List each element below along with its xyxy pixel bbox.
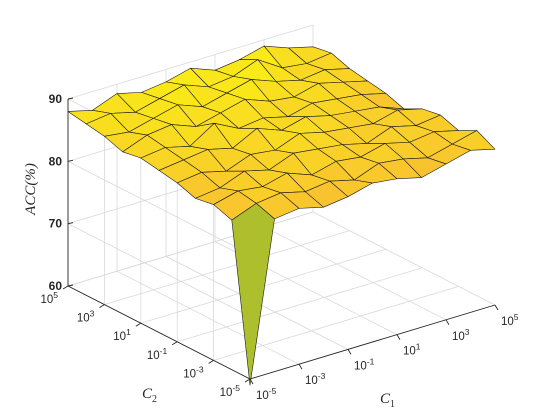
z-tick-label: 60: [49, 279, 63, 293]
floor-grid-line-x: [312, 211, 496, 306]
z-tick-mark: [67, 97, 74, 100]
y-tick-label: 103: [77, 309, 95, 325]
y-tick-mark: [99, 304, 105, 308]
x-axis-label: C1: [380, 391, 395, 410]
y-tick-label: 10-1: [147, 346, 168, 362]
x-tick-label: 10-3: [305, 371, 326, 387]
x-tick-label: 105: [501, 312, 519, 328]
x-tick-mark: [298, 363, 303, 370]
x-tick-label: 101: [403, 342, 421, 358]
z-axis-label: ACC(%): [23, 163, 39, 216]
x-tick-label: 103: [452, 327, 470, 343]
y-tick-label: 105: [40, 290, 58, 306]
y-axis-line: [67, 285, 251, 380]
x-tick-mark: [347, 349, 352, 355]
axis-layer: [62, 97, 499, 385]
y-tick-mark: [208, 360, 214, 364]
x-axis-line: [249, 304, 496, 380]
x-tick-mark: [396, 334, 401, 340]
y-tick-mark: [135, 322, 142, 327]
surface-patch: [231, 203, 275, 386]
surface-layer: [67, 45, 496, 386]
y-tick-mark: [171, 341, 178, 346]
y-tick-label: 101: [113, 327, 131, 343]
x-tick-label: 10-5: [256, 386, 277, 402]
z-tick-mark: [67, 222, 74, 225]
z-tick-label: 80: [49, 154, 63, 168]
x-tick-mark: [249, 378, 254, 385]
y-tick-label: 10-5: [220, 383, 241, 399]
label-layer: 10-5 10-3 10-1 101 103 105 10-5 10-3 10-1 101 103 1…: [23, 92, 519, 410]
floor-grid-line-x: [116, 270, 300, 365]
y-tick-label: 10-3: [183, 364, 204, 380]
floor-grid-line-y: [177, 267, 423, 343]
left-wall-grid-z: [67, 223, 251, 318]
x-tick-label: 10-1: [354, 356, 375, 372]
floor-grid-line-x: [263, 226, 447, 321]
y-tick-mark: [244, 378, 251, 383]
left-wall-grid-z: [67, 160, 251, 255]
back-wall-grid-z: [67, 24, 314, 100]
z-tick-label: 70: [49, 217, 63, 231]
z-tick-label: 90: [49, 92, 63, 106]
x-tick-mark: [445, 319, 450, 326]
z-tick-mark: [67, 284, 74, 287]
x-tick-mark: [494, 304, 499, 311]
z-tick-mark: [67, 159, 74, 162]
y-tick-mark: [62, 285, 69, 290]
y-axis-label: C2: [142, 386, 157, 405]
floor-grid-line-y: [104, 230, 350, 305]
